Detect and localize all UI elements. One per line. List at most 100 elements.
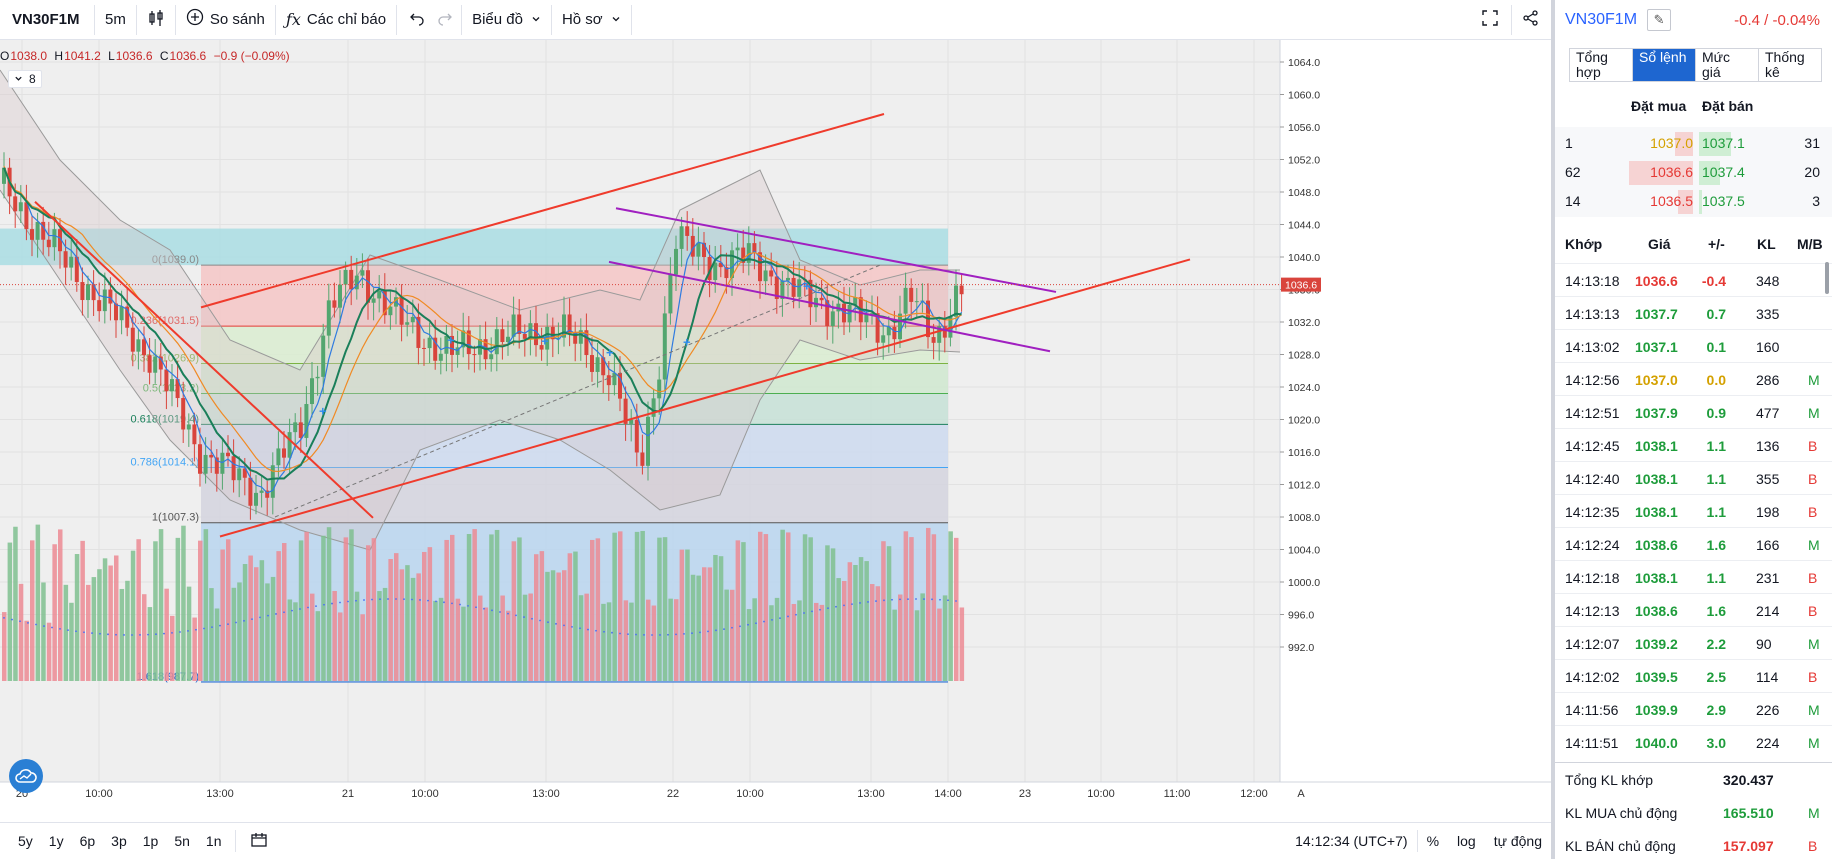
candle-body (556, 337, 561, 340)
undo-button[interactable] (397, 0, 431, 40)
volume-bar (74, 554, 80, 681)
axis-mode-toggle[interactable]: A (1297, 788, 1305, 800)
candle-body (371, 298, 376, 303)
volume-bar (937, 608, 942, 681)
volume-ma-dot (43, 625, 45, 627)
compare-button[interactable]: So sánh (176, 0, 275, 40)
volume-bar (472, 529, 477, 681)
panel-symbol[interactable]: VN30F1M (1565, 11, 1638, 28)
range-buttons: 5y 1y 6p 3p 1p 5n 1n (0, 833, 229, 849)
range-button[interactable]: 6p (79, 833, 96, 849)
volume-ma-dot (683, 632, 685, 635)
tab-statistics[interactable]: Thống kê (1765, 49, 1805, 80)
chart-menu-button[interactable]: Biểu đồ (462, 0, 551, 40)
range-button[interactable]: 1y (48, 833, 64, 849)
fib-zone (201, 363, 948, 394)
trades-scrollbar[interactable] (1825, 262, 1829, 294)
candle-body (164, 369, 169, 392)
interval-button[interactable]: 5m (105, 11, 126, 28)
tab-price-levels[interactable]: Mức giá (1696, 49, 1759, 81)
range-button[interactable]: 3p (111, 833, 127, 849)
volume-ma-dot (387, 598, 389, 600)
tab-summary[interactable]: Tổng hợp (1570, 49, 1633, 81)
range-button[interactable]: 1p (142, 833, 159, 849)
trade-summary: Tổng KL khớp 320.437 KL MUA chủ động 165.51… (1555, 762, 1832, 859)
candle-body (242, 468, 247, 478)
candle-body (590, 355, 594, 372)
trade-price: 1038.1 (1635, 504, 1678, 520)
volume-ma-dot (11, 618, 13, 621)
percent-toggle[interactable]: % (1426, 833, 1440, 849)
trade-volume: 477 (1756, 405, 1780, 421)
trade-row: 14:12:56 1037.0 0.0 286 M (1555, 362, 1832, 395)
share-button[interactable] (1512, 0, 1550, 40)
ask-price[interactable]: 1037.5 (1702, 193, 1745, 209)
volume-ma-dot (539, 619, 541, 622)
pencil-icon[interactable]: ✎ (1647, 9, 1672, 31)
trade-side: M (1808, 405, 1820, 421)
volume-bar (248, 555, 253, 681)
redo-button[interactable] (431, 0, 461, 40)
bid-price[interactable]: 1036.6 (1650, 164, 1693, 180)
indicators-button[interactable]: ƒx Các chỉ báo (276, 0, 396, 40)
fullscreen-button[interactable] (1471, 0, 1509, 40)
auto-toggle[interactable]: tự động (1493, 833, 1542, 849)
bid-price[interactable]: 1036.5 (1650, 193, 1693, 209)
candle-body (422, 347, 426, 349)
chevron-down-icon (611, 11, 621, 28)
legend-o-value: 1038.0 (10, 49, 48, 63)
range-button[interactable]: 5n (174, 833, 190, 849)
volume-ma-dot (363, 599, 365, 601)
candle-body (405, 322, 410, 325)
candle-body (46, 239, 51, 248)
volume-bar (41, 582, 46, 681)
profile-menu-button[interactable]: Hồ sơ (552, 0, 631, 40)
volume-bar (590, 539, 595, 681)
volume-bar (623, 600, 629, 681)
candle-body (438, 353, 443, 361)
orderbook-row[interactable]: 1 1037.0 1037.1 31 (1555, 127, 1832, 159)
bid-price[interactable]: 1037.0 (1650, 135, 1693, 151)
volume-bar (875, 586, 881, 681)
candle-body (2, 167, 6, 184)
range-button[interactable]: 5y (18, 833, 33, 849)
ask-price[interactable]: 1037.4 (1702, 164, 1745, 180)
trade-volume: 231 (1756, 570, 1780, 586)
summary-label: KL MUA chủ động (1565, 805, 1678, 821)
volume-bar (80, 540, 85, 681)
indicator-collapse-button[interactable]: 8 (8, 70, 42, 88)
candle-body (668, 274, 673, 314)
volume-bar (506, 610, 511, 681)
legend-l-value: 1036.6 (115, 49, 153, 63)
cloud-logo-icon[interactable] (9, 759, 43, 793)
candle-body (360, 270, 365, 276)
volume-ma-dot (739, 625, 741, 628)
volume-ma-dot (339, 601, 341, 604)
x-tick-label: 10:00 (1087, 788, 1115, 800)
y-tick-label: 996.0 (1288, 610, 1314, 622)
trade-volume: 198 (1756, 504, 1780, 520)
symbol-search-button[interactable]: VN30F1M (12, 11, 80, 28)
range-button[interactable]: 1n (205, 833, 222, 849)
x-tick-label: 13:00 (532, 788, 560, 800)
candle-body (808, 279, 813, 308)
volume-bar (914, 610, 920, 681)
toolbar-divider (396, 4, 398, 35)
log-toggle[interactable]: log (1457, 833, 1476, 849)
volume-bar (601, 603, 606, 681)
candle-body (69, 256, 74, 268)
volume-ma-dot (883, 599, 885, 602)
volume-ma-dot (427, 599, 429, 602)
candle-body (209, 454, 214, 458)
date-range-icon[interactable] (242, 832, 276, 851)
trade-side: B (1808, 669, 1818, 685)
volume-bar (164, 588, 169, 681)
tab-orderbook[interactable]: Sổ lệnh (1633, 49, 1696, 81)
ask-price[interactable]: 1037.1 (1702, 135, 1745, 151)
orderbook-row[interactable]: 14 1036.5 1037.5 3 (1555, 185, 1832, 217)
candle-body (886, 326, 891, 336)
price-chart[interactable]: 0(1039.0)0.236(1031.5)0.382(1026.9)0.5(1… (0, 40, 1551, 822)
chart-style-button[interactable] (137, 0, 175, 40)
volume-bar (696, 575, 701, 681)
orderbook-row[interactable]: 62 1036.6 1037.4 20 (1555, 156, 1832, 188)
